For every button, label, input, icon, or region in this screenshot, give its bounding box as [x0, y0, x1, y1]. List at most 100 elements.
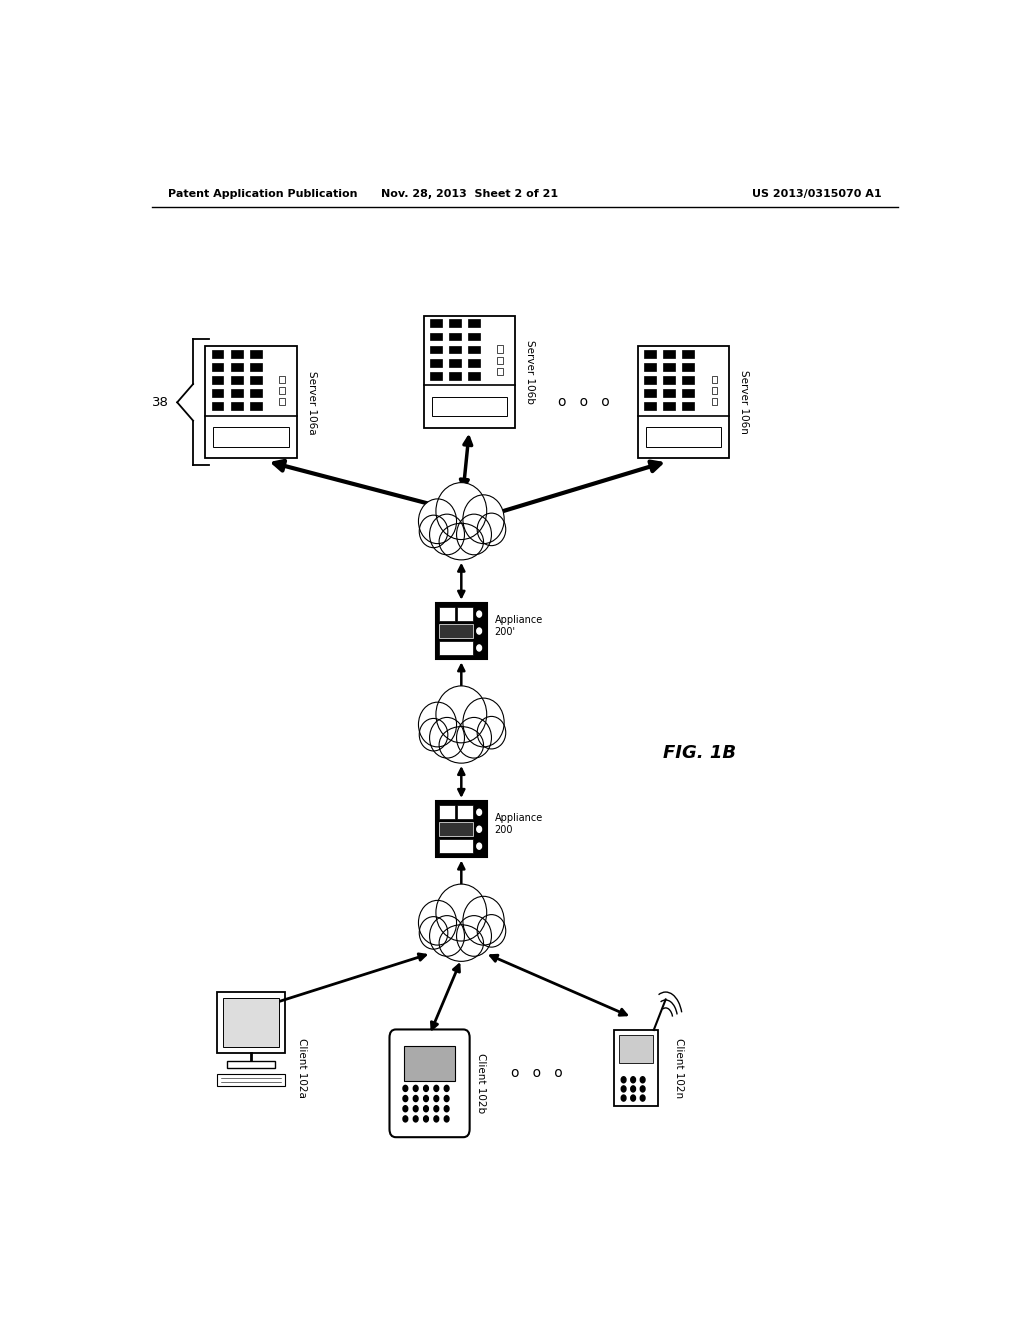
Bar: [498, 356, 503, 364]
Bar: [212, 363, 223, 371]
Bar: [250, 350, 262, 358]
Bar: [664, 350, 675, 358]
Bar: [230, 363, 243, 371]
Bar: [638, 346, 729, 458]
Bar: [250, 389, 262, 397]
Ellipse shape: [457, 916, 492, 956]
Circle shape: [640, 1086, 645, 1092]
Text: Client 102a: Client 102a: [297, 1038, 307, 1098]
Bar: [450, 333, 461, 341]
Circle shape: [444, 1115, 449, 1122]
Bar: [457, 607, 473, 620]
Bar: [664, 389, 675, 397]
Circle shape: [477, 826, 481, 833]
Bar: [435, 603, 487, 659]
Ellipse shape: [439, 726, 483, 763]
Bar: [430, 319, 441, 327]
Bar: [435, 801, 487, 857]
Circle shape: [414, 1096, 418, 1102]
Ellipse shape: [419, 515, 447, 548]
Bar: [403, 1045, 456, 1081]
Ellipse shape: [436, 884, 486, 941]
Bar: [430, 346, 441, 354]
Ellipse shape: [436, 483, 486, 540]
Circle shape: [444, 1096, 449, 1102]
Circle shape: [631, 1096, 636, 1101]
Bar: [614, 1030, 657, 1106]
Text: Nov. 28, 2013  Sheet 2 of 21: Nov. 28, 2013 Sheet 2 of 21: [381, 189, 558, 199]
Circle shape: [631, 1077, 636, 1082]
Bar: [230, 389, 243, 397]
Bar: [230, 350, 243, 358]
Circle shape: [403, 1096, 408, 1102]
Bar: [644, 363, 656, 371]
Bar: [424, 315, 515, 428]
Circle shape: [640, 1096, 645, 1101]
Ellipse shape: [419, 916, 447, 949]
Bar: [250, 376, 262, 384]
Bar: [682, 350, 694, 358]
Circle shape: [403, 1085, 408, 1092]
Bar: [644, 389, 656, 397]
Ellipse shape: [477, 915, 506, 948]
Bar: [213, 428, 289, 446]
Text: o   o   o: o o o: [511, 1067, 562, 1080]
Bar: [646, 428, 721, 446]
Text: Patent Application Publication: Patent Application Publication: [168, 189, 357, 199]
Ellipse shape: [419, 702, 457, 747]
Text: Client 102b: Client 102b: [475, 1053, 485, 1113]
Bar: [230, 376, 243, 384]
Circle shape: [477, 628, 481, 634]
Bar: [468, 319, 480, 327]
Text: Network
104': Network 104': [451, 516, 485, 535]
Bar: [682, 363, 694, 371]
Text: 38: 38: [153, 396, 169, 409]
Bar: [431, 397, 507, 416]
Bar: [498, 346, 503, 352]
Circle shape: [444, 1085, 449, 1092]
Text: Server 106a: Server 106a: [306, 371, 316, 434]
Circle shape: [477, 843, 481, 849]
Text: Server 106n: Server 106n: [739, 371, 750, 434]
Text: US 2013/0315070 A1: US 2013/0315070 A1: [753, 189, 882, 199]
Ellipse shape: [430, 916, 465, 956]
Bar: [430, 372, 441, 380]
Text: Server 106b: Server 106b: [524, 341, 535, 404]
Bar: [212, 376, 223, 384]
Bar: [438, 840, 473, 853]
Bar: [438, 805, 455, 820]
Bar: [430, 359, 441, 367]
Bar: [230, 403, 243, 411]
Circle shape: [434, 1096, 438, 1102]
Circle shape: [403, 1115, 408, 1122]
Bar: [644, 376, 656, 384]
Bar: [450, 359, 461, 367]
Text: Network
104': Network 104': [451, 719, 485, 738]
Bar: [280, 376, 285, 383]
Bar: [712, 399, 717, 405]
Ellipse shape: [419, 718, 447, 751]
Ellipse shape: [463, 495, 504, 544]
Ellipse shape: [463, 896, 504, 945]
Bar: [450, 346, 461, 354]
Circle shape: [622, 1086, 626, 1092]
Bar: [438, 607, 455, 620]
Circle shape: [434, 1115, 438, 1122]
Bar: [430, 333, 441, 341]
Bar: [438, 624, 473, 638]
Ellipse shape: [439, 523, 483, 560]
Circle shape: [414, 1115, 418, 1122]
Bar: [212, 389, 223, 397]
Ellipse shape: [436, 686, 486, 743]
Bar: [468, 359, 480, 367]
Circle shape: [640, 1077, 645, 1082]
Bar: [250, 403, 262, 411]
Circle shape: [424, 1085, 428, 1092]
Circle shape: [622, 1077, 626, 1082]
Circle shape: [414, 1106, 418, 1111]
Ellipse shape: [457, 515, 492, 554]
Bar: [664, 363, 675, 371]
Circle shape: [434, 1085, 438, 1092]
Circle shape: [414, 1085, 418, 1092]
Ellipse shape: [430, 515, 465, 554]
